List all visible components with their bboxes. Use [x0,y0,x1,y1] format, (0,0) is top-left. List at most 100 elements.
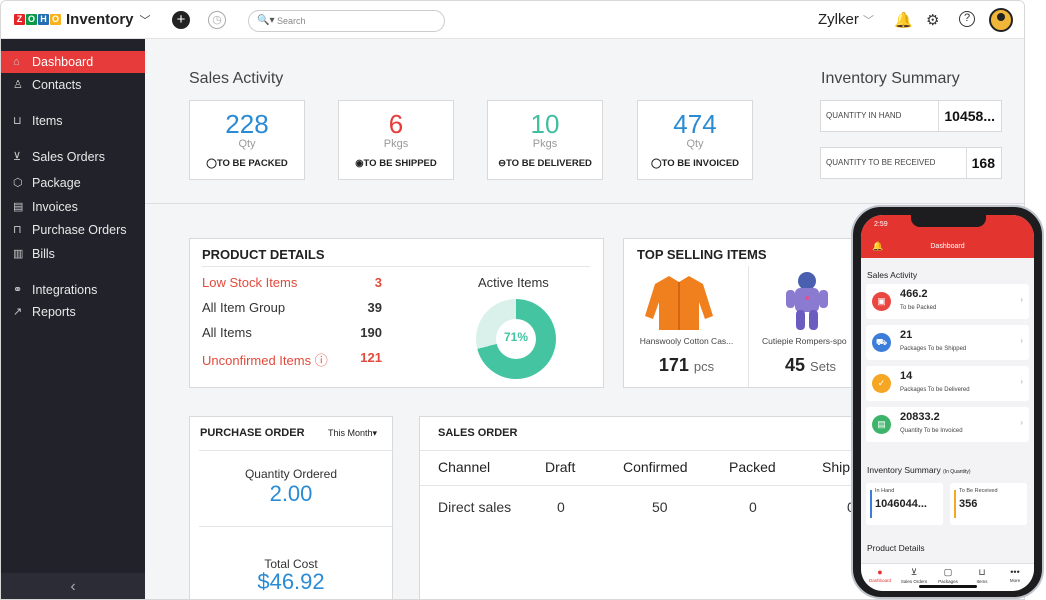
row-label: Low Stock Items [202,275,298,290]
top-bar: Z O H O Inventory ﹀ + ◷ 🔍▾ Search Zylker… [1,1,1024,39]
chevron-left-icon: ‹ [70,578,76,595]
inv-label: In Hand [875,488,895,494]
all-items-row[interactable]: All Items 190 [202,325,382,340]
card-label: Packages To be Delivered [900,387,970,393]
phone-header: 2:59 🔔 Dashboard [861,215,1034,258]
sidebar-item-purchase-orders[interactable]: ⊓ Purchase Orders [1,219,145,241]
period-label: This Month [328,428,373,438]
help-icon[interactable]: ? [959,11,975,27]
sidebar-item-label: Package [32,176,81,190]
to-be-invoiced-card[interactable]: 474 Qty ◯TO BE INVOICED [637,100,753,180]
romper-image[interactable] [774,268,840,334]
sidebar: ⌂ Dashboard ♙ Contacts ⊔ Items ⊻ Sales Order… [1,39,145,599]
chevron-right-icon: › [1020,377,1023,386]
search-icon: 🔍▾ [257,15,275,26]
card-value: 474 [673,109,717,139]
nav-items[interactable]: ⊔ Items [965,567,999,584]
sidebar-item-label: Invoices [32,200,78,214]
card-label: Quantity To be Invoiced [900,428,963,434]
sales-order-title: SALES ORDER [438,427,518,439]
table-cell-shipped: 0 [847,499,855,515]
row-value: 121 [360,350,382,365]
row-value: 39 [367,300,382,315]
collapse-sidebar-button[interactable]: ‹ [1,573,145,599]
divider [420,485,1024,486]
phone-bottom-nav: ● Dashboard ⊻ Sales Orders ▢ Packages ⊔ Item… [861,563,1034,591]
chevron-down-icon[interactable]: ﹀ [139,14,151,27]
sidebar-item-invoices[interactable]: ▤ Invoices [1,196,145,218]
card-value: 21 [900,329,913,341]
period-dropdown[interactable]: This Month▾ [328,428,377,439]
box-icon: ⬡ [13,177,23,189]
add-icon[interactable]: + [172,11,190,29]
card-unit: Pkgs [383,138,409,150]
all-item-group-row[interactable]: All Item Group 39 [202,300,382,315]
more-icon: ••• [1010,567,1020,577]
low-stock-items-row[interactable]: Low Stock Items 3 [202,275,382,290]
bell-icon[interactable]: 🔔 [894,12,913,29]
org-switcher[interactable]: Zylker ﹀ [818,11,874,28]
sidebar-item-reports[interactable]: ↗ Reports [1,301,145,323]
phone-in-hand[interactable]: In Hand 1046044... [866,483,943,525]
phone-mockup: 2:59 🔔 Dashboard Sales Activity ▣ 466.2 … [851,205,1044,599]
card-value: 20833.2 [900,411,940,423]
phone-card-to-be-delivered[interactable]: ✓ 14 Packages To be Delivered › [866,366,1029,401]
history-icon[interactable]: ◷ [208,11,226,29]
unconfirmed-items-row[interactable]: Unconfirmed Items ⓘ 121 [202,350,382,369]
card-unit: Pkgs [532,138,558,150]
sidebar-item-label: Contacts [32,78,82,92]
sidebar-item-bills[interactable]: ▥ Bills [1,243,145,265]
card-label: To be Packed [900,305,937,311]
top-selling-item[interactable]: Cutiepie Rompers-spo 45 Sets [749,336,859,376]
org-name: Zylker [818,11,859,28]
sidebar-item-integrations[interactable]: ⚭ Integrations [1,279,145,301]
nav-dashboard[interactable]: ● Dashboard [863,567,897,583]
card-unit: Qty [686,138,704,150]
column-header-draft: Draft [545,459,576,475]
quantity-ordered-value: 2.00 [269,481,313,506]
sidebar-item-label: Purchase Orders [32,223,127,237]
sidebar-item-label: Reports [32,305,76,319]
app-logo[interactable]: Z O H O Inventory ﹀ [14,11,151,28]
cardigan-image[interactable] [641,268,717,334]
to-be-packed-card[interactable]: 228 Qty ◯TO BE PACKED [189,100,305,180]
purchase-order-title: PURCHASE ORDER [200,427,305,439]
nav-sales-orders[interactable]: ⊻ Sales Orders [897,567,931,584]
caret-down-icon: ▾ [372,428,378,438]
phone-notch [911,215,986,227]
inv-value: 356 [959,498,978,510]
nav-more[interactable]: ••• More [998,567,1032,583]
app-name: Inventory [66,11,134,28]
quantity-to-be-received-row: QUANTITY TO BE RECEIVED 168 [820,147,1002,179]
sidebar-item-items[interactable]: ⊔ Items [1,110,145,132]
invoice-icon: ▤ [13,201,24,213]
phone-card-to-be-shipped[interactable]: ⛟ 21 Packages To be Shipped › [866,325,1029,360]
card-value: 10 [530,109,560,139]
sidebar-item-label: Bills [32,247,55,261]
user-icon: ♙ [13,79,23,91]
sidebar-item-package[interactable]: ⬡ Package [1,172,145,194]
invoice-icon: ▤ [872,415,891,434]
sidebar-item-dashboard[interactable]: ⌂ Dashboard [1,51,145,73]
phone-to-be-received[interactable]: To Be Received 356 [950,483,1027,525]
truck-icon: ⛟ [872,333,891,352]
table-cell-channel: Direct sales [438,499,512,515]
gear-icon[interactable]: ⚙ [926,12,940,29]
accent-bar [870,490,872,518]
to-be-delivered-card[interactable]: 10 Pkgs ⊖TO BE DELIVERED [487,100,603,180]
to-be-shipped-card[interactable]: 6 Pkgs ◉TO BE SHIPPED [338,100,454,180]
logo-letter: Z [14,14,25,25]
search-input[interactable]: 🔍▾ Search [248,10,445,32]
top-selling-item[interactable]: Hanswooly Cotton Cas... 171 pcs [624,336,749,376]
sidebar-item-contacts[interactable]: ♙ Contacts [1,74,145,96]
nav-packages[interactable]: ▢ Packages [931,567,965,584]
phone-card-to-be-packed[interactable]: ▣ 466.2 To be Packed › [866,284,1029,319]
row-label: QUANTITY TO BE RECEIVED [826,158,936,167]
card-label: TO BE DELIVERED [506,158,592,169]
sidebar-item-sales-orders[interactable]: ⊻ Sales Orders [1,146,145,168]
chevron-right-icon: › [1020,418,1023,427]
avatar[interactable] [989,8,1013,32]
bell-icon[interactable]: 🔔 [872,241,884,251]
phone-card-to-be-invoiced[interactable]: ▤ 20833.2 Quantity To be Invoiced › [866,407,1029,442]
basket-icon: ⊔ [13,115,22,127]
